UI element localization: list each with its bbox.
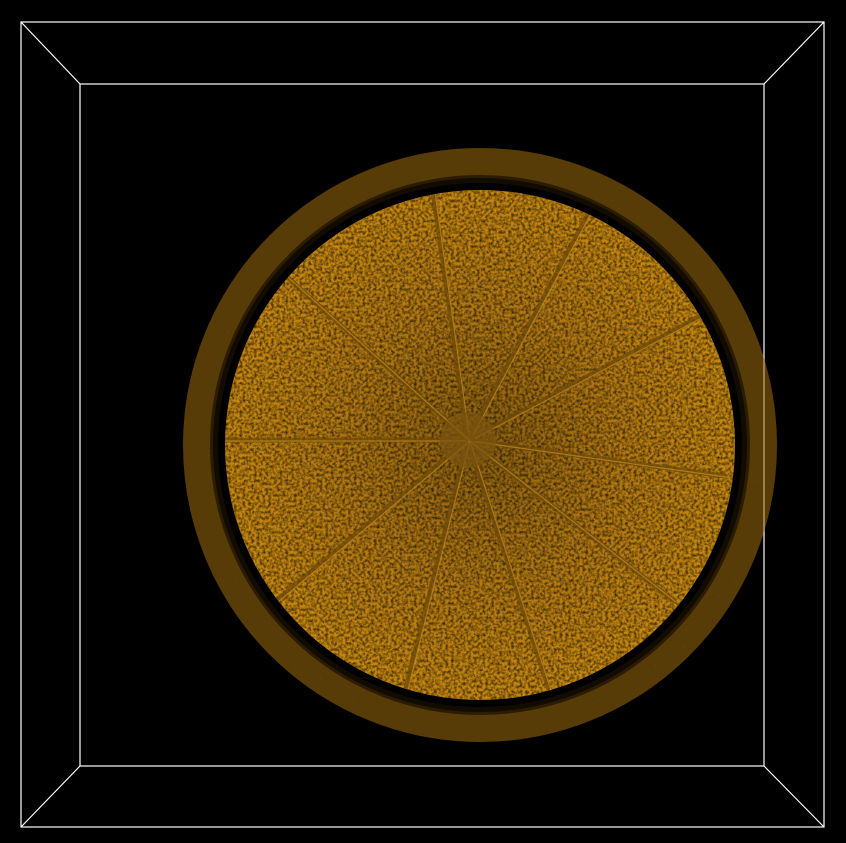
segment-divider-highlight: [469, 440, 730, 479]
bbox-front-face: [20, 21, 825, 828]
bbox-edge-top-left: [20, 21, 81, 85]
segment-divider-highlight: [469, 440, 677, 603]
segment-divider: [429, 190, 471, 441]
segment-divider: [402, 439, 471, 695]
bbox-edge-top-right: [763, 21, 825, 85]
segment-divider-highlight: [432, 190, 471, 442]
rind-ring: [183, 148, 777, 742]
segment-divider: [465, 207, 594, 442]
segment-divider: [265, 438, 470, 611]
segment-divider: [467, 437, 728, 479]
segment-dividers: [225, 190, 730, 696]
bbox-edge-bottom-right: [763, 765, 825, 828]
fruit-flesh: [225, 190, 735, 700]
orange-cross-section-volume: [183, 148, 777, 742]
segment-divider-highlight: [274, 265, 471, 442]
segment-divider: [465, 439, 552, 690]
segment-divider-highlight: [406, 440, 471, 696]
segment-divider-highlight: [268, 440, 471, 610]
segment-divider: [466, 314, 701, 443]
segment-divider-highlight: [469, 209, 594, 442]
segment-divider-highlight: [469, 317, 702, 442]
segment-divider-highlight: [469, 440, 552, 691]
bbox-edge-bottom-left: [20, 765, 81, 828]
